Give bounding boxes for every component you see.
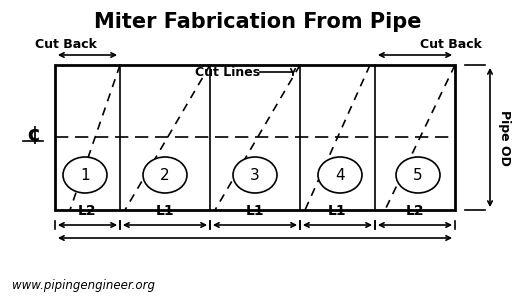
Text: 3: 3 [250, 167, 260, 182]
Text: 1: 1 [80, 167, 90, 182]
Text: Cut Back: Cut Back [420, 39, 482, 51]
Ellipse shape [233, 157, 277, 193]
Text: L1: L1 [246, 204, 264, 218]
Text: www.pipingengineer.org: www.pipingengineer.org [12, 278, 155, 291]
Ellipse shape [318, 157, 362, 193]
Text: $\mathbf{¢}$: $\mathbf{¢}$ [26, 124, 40, 146]
Text: L1: L1 [156, 204, 174, 218]
Text: L2: L2 [78, 204, 97, 218]
Ellipse shape [143, 157, 187, 193]
Text: 4: 4 [335, 167, 345, 182]
Text: L1: L1 [328, 204, 347, 218]
Bar [55, 65, 455, 210]
Text: 2: 2 [160, 167, 170, 182]
Ellipse shape [396, 157, 440, 193]
Text: Cut Lines: Cut Lines [195, 66, 260, 79]
Ellipse shape [63, 157, 107, 193]
Text: Miter Fabrication From Pipe: Miter Fabrication From Pipe [94, 12, 422, 32]
Text: Cut Back: Cut Back [35, 39, 97, 51]
Text: Pipe OD: Pipe OD [498, 110, 511, 166]
Text: L2: L2 [406, 204, 424, 218]
Text: 5: 5 [413, 167, 423, 182]
